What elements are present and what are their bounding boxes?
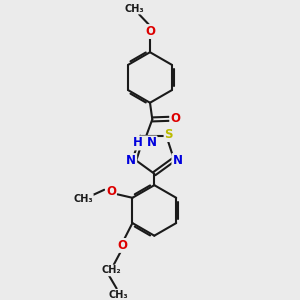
Text: CH₃: CH₃ xyxy=(73,194,93,204)
Text: H N: H N xyxy=(133,136,157,149)
Text: S: S xyxy=(164,128,173,141)
Text: O: O xyxy=(145,25,155,38)
Text: N: N xyxy=(126,154,136,167)
Text: CH₂: CH₂ xyxy=(102,266,122,275)
Text: N: N xyxy=(172,154,182,167)
Text: CH₃: CH₃ xyxy=(124,4,144,14)
Text: O: O xyxy=(170,112,180,125)
Text: CH₃: CH₃ xyxy=(108,290,128,300)
Text: O: O xyxy=(118,239,128,252)
Text: O: O xyxy=(106,185,116,198)
